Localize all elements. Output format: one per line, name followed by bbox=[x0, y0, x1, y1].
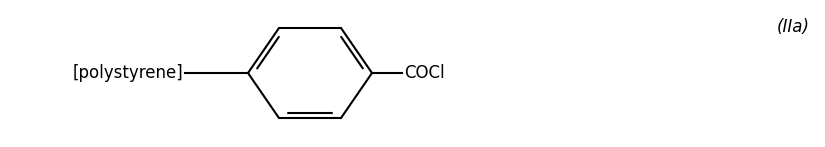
Text: COCl: COCl bbox=[404, 64, 445, 82]
Text: (IIa): (IIa) bbox=[777, 18, 810, 36]
Text: [polystyrene]: [polystyrene] bbox=[73, 64, 183, 82]
